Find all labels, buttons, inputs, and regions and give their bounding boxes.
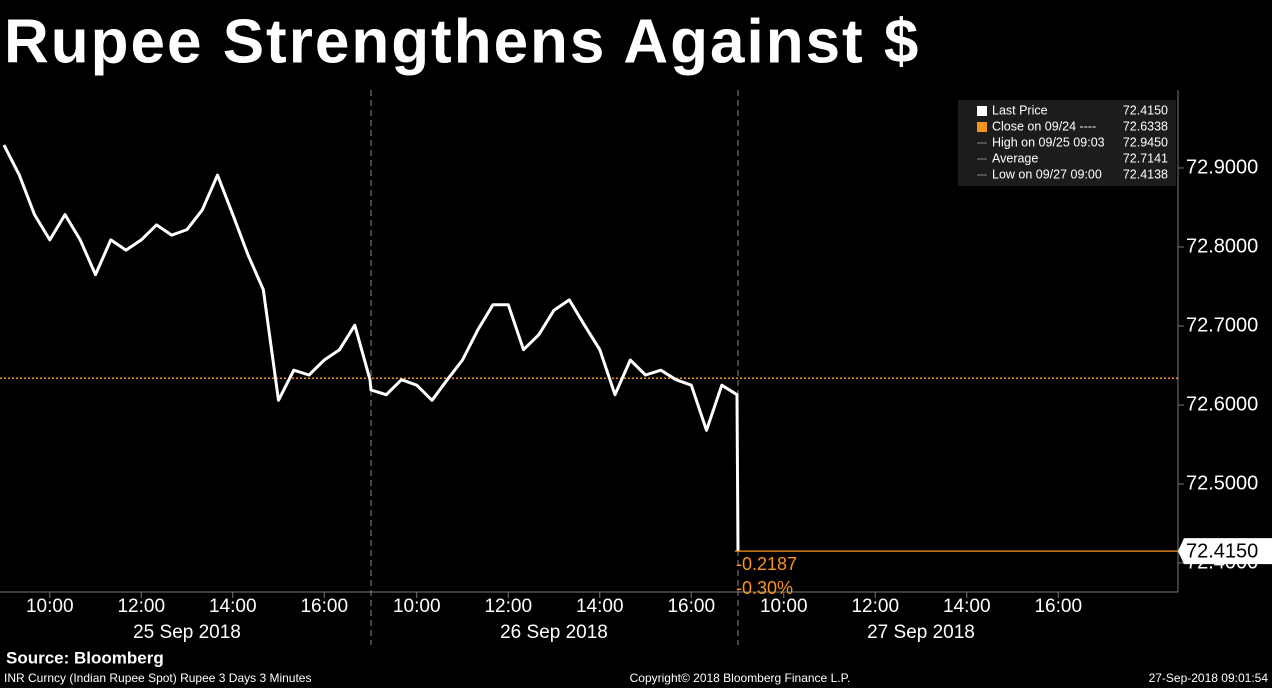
footer-left: INR Curncy (Indian Rupee Spot) Rupee 3 D…: [4, 671, 311, 685]
x-tick-label: 14:00: [576, 596, 624, 617]
y-tick-label: 72.8000: [1186, 235, 1258, 257]
footer-right: 27-Sep-2018 09:01:54: [1149, 671, 1269, 685]
x-tick-label: 10:00: [760, 596, 808, 617]
legend-name: Close on 09/24 ----: [992, 119, 1096, 133]
legend-swatch: [977, 106, 987, 116]
change: -0.2187: [736, 554, 797, 574]
y-tick-label: 72.9000: [1186, 156, 1258, 178]
legend-box: [958, 100, 1176, 186]
chart-title: Rupee Strengthens Against $: [4, 7, 920, 76]
x-tick-label: 16:00: [667, 596, 715, 617]
legend-swatch: [977, 122, 987, 132]
day-label: 25 Sep 2018: [133, 622, 241, 643]
source: Source: Bloomberg: [6, 648, 164, 667]
legend-name: Low on 09/27 09:00: [992, 167, 1102, 181]
legend-name: Last Price: [992, 103, 1048, 117]
price-line: [2, 144, 740, 552]
legend-name: High on 09/25 09:03: [992, 135, 1105, 149]
legend-value: 72.4138: [1123, 167, 1168, 181]
x-tick-label: 12:00: [117, 596, 165, 617]
legend-value: 72.4150: [1123, 103, 1168, 117]
legend-value: 72.9450: [1123, 135, 1168, 149]
y-tick-label: 72.7000: [1186, 314, 1258, 336]
y-tick-label: 72.5000: [1186, 472, 1258, 494]
last-price-tag: [1178, 538, 1272, 565]
legend-value: 72.6338: [1123, 119, 1168, 133]
change-pct: -0.30%: [736, 578, 793, 598]
legend-value: 72.7141: [1123, 151, 1168, 165]
day-label: 26 Sep 2018: [500, 622, 608, 643]
x-tick-label: 10:00: [26, 596, 74, 617]
x-tick-label: 12:00: [851, 596, 899, 617]
footer-center: Copyright© 2018 Bloomberg Finance L.P.: [630, 671, 851, 685]
day-label: 27 Sep 2018: [867, 622, 975, 643]
x-tick-label: 16:00: [1034, 596, 1082, 617]
x-tick-label: 12:00: [484, 596, 532, 617]
x-tick-label: 16:00: [300, 596, 348, 617]
x-tick-label: 14:00: [209, 596, 257, 617]
legend-name: Average: [992, 151, 1038, 165]
last-price-label: 72.4150: [1186, 540, 1258, 562]
y-tick-label: 72.6000: [1186, 393, 1258, 415]
x-tick-label: 10:00: [393, 596, 441, 617]
x-tick-label: 14:00: [943, 596, 991, 617]
